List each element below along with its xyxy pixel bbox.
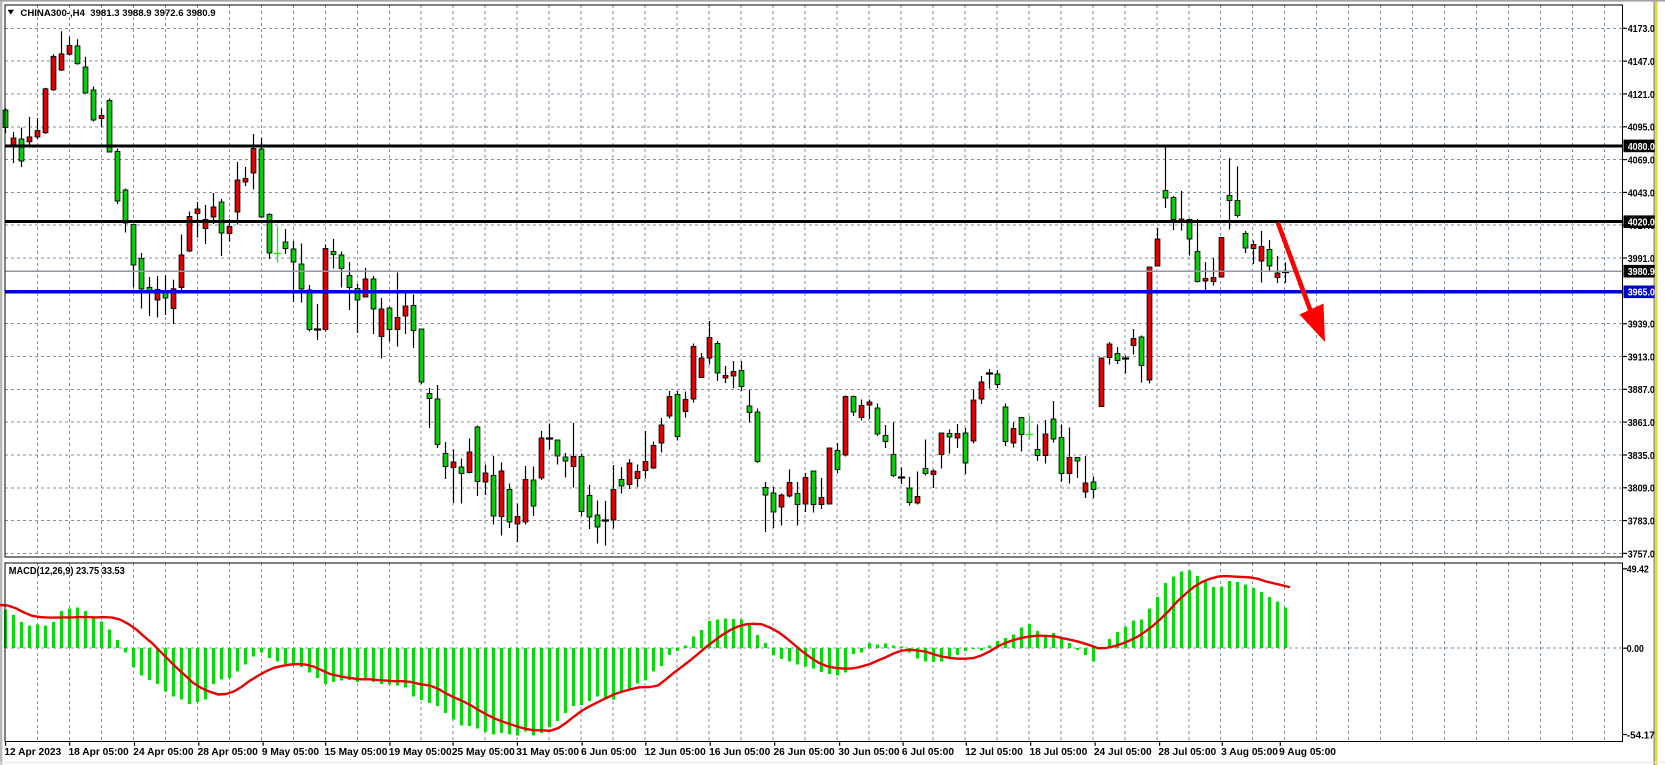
svg-text:3887.0: 3887.0 <box>1628 384 1655 396</box>
svg-text:3980.9: 3980.9 <box>1628 266 1655 278</box>
svg-text:28 Jul 05:00: 28 Jul 05:00 <box>1158 747 1216 758</box>
svg-text:9 May 05:00: 9 May 05:00 <box>262 747 320 758</box>
svg-text:3835.0: 3835.0 <box>1628 450 1655 462</box>
svg-text:31 May 05:00: 31 May 05:00 <box>516 747 579 758</box>
svg-text:4173.0: 4173.0 <box>1628 23 1655 35</box>
svg-text:26 Jun 05:00: 26 Jun 05:00 <box>774 747 835 758</box>
svg-text:3861.0: 3861.0 <box>1628 417 1655 429</box>
svg-text:-54.17: -54.17 <box>1627 729 1655 741</box>
svg-text:24 Jul 05:00: 24 Jul 05:00 <box>1094 747 1152 758</box>
svg-text:12 Jun 05:00: 12 Jun 05:00 <box>645 747 706 758</box>
svg-text:3939.0: 3939.0 <box>1628 319 1655 331</box>
svg-text:4080.0: 4080.0 <box>1628 141 1655 153</box>
svg-text:3809.0: 3809.0 <box>1628 483 1655 495</box>
svg-text:3913.0: 3913.0 <box>1628 351 1655 363</box>
svg-text:25 May 05:00: 25 May 05:00 <box>452 747 515 758</box>
svg-text:3991.0: 3991.0 <box>1628 253 1655 265</box>
svg-text:0.00: 0.00 <box>1627 643 1644 655</box>
svg-text:4095.0: 4095.0 <box>1628 122 1655 134</box>
svg-text:28 Apr 05:00: 28 Apr 05:00 <box>198 747 259 758</box>
svg-text:49.42: 49.42 <box>1627 564 1649 576</box>
svg-text:4121.0: 4121.0 <box>1628 89 1655 101</box>
svg-text:4020.0: 4020.0 <box>1628 217 1655 229</box>
svg-text:9 Aug 05:00: 9 Aug 05:00 <box>1279 747 1336 758</box>
svg-text:19 May 05:00: 19 May 05:00 <box>389 747 452 758</box>
svg-text:3783.0: 3783.0 <box>1628 516 1655 528</box>
svg-text:30 Jun 05:00: 30 Jun 05:00 <box>838 747 899 758</box>
svg-text:24 Apr 05:00: 24 Apr 05:00 <box>133 747 194 758</box>
svg-text:3757.0: 3757.0 <box>1628 548 1655 560</box>
svg-text:CHINA300-,H4 3981.3 3988.9 39: CHINA300-,H4 3981.3 3988.9 3972.6 3980.9 <box>20 8 215 19</box>
svg-text:6 Jul 05:00: 6 Jul 05:00 <box>902 747 954 758</box>
svg-text:12 Apr 2023: 12 Apr 2023 <box>4 747 61 758</box>
svg-text:18 Jul 05:00: 18 Jul 05:00 <box>1030 747 1088 758</box>
svg-text:4069.0: 4069.0 <box>1628 155 1655 167</box>
svg-text:4147.0: 4147.0 <box>1628 56 1655 68</box>
svg-text:18 Apr 05:00: 18 Apr 05:00 <box>69 747 130 758</box>
svg-text:16 Jun 05:00: 16 Jun 05:00 <box>709 747 770 758</box>
svg-text:6 Jun 05:00: 6 Jun 05:00 <box>581 747 637 758</box>
svg-text:12 Jul 05:00: 12 Jul 05:00 <box>965 747 1023 758</box>
svg-text:15 May 05:00: 15 May 05:00 <box>325 747 388 758</box>
svg-text:MACD(12,26,9) 23.75 33.53: MACD(12,26,9) 23.75 33.53 <box>9 566 126 577</box>
svg-text:3 Aug 05:00: 3 Aug 05:00 <box>1221 747 1278 758</box>
svg-text:4043.0: 4043.0 <box>1628 187 1655 199</box>
svg-text:3965.0: 3965.0 <box>1628 287 1655 299</box>
